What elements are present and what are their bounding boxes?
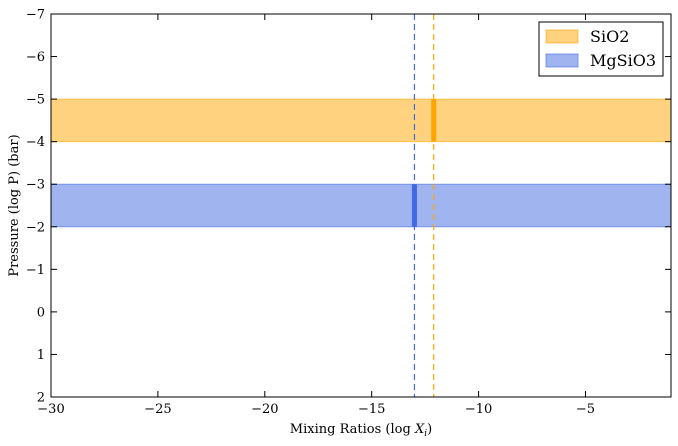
y-tick-label: 2 — [37, 391, 45, 406]
x-tick-label: −5 — [576, 402, 595, 417]
x-tick-label: −30 — [37, 402, 64, 417]
y-tick-label: −5 — [26, 93, 45, 108]
y-tick-label: −3 — [26, 178, 45, 193]
plot-frame — [50, 13, 672, 398]
legend-swatch-sio2 — [545, 29, 579, 44]
legend: SiO2 MgSiO3 — [538, 21, 664, 77]
x-axis-label: Mixing Ratios (log Xi) — [290, 422, 432, 439]
x-axis-label-text: Mixing Ratios (log — [290, 422, 415, 437]
x-axis-label-end: ) — [427, 422, 432, 437]
x-tick-label: −20 — [251, 402, 278, 417]
x-axis-label-var: X — [414, 422, 425, 437]
y-tick-label: −6 — [26, 50, 45, 65]
y-axis-label: Pressure (log P) (bar) — [7, 134, 22, 276]
y-tick-label: −1 — [26, 263, 45, 278]
legend-label-mgsio3: MgSiO3 — [590, 51, 656, 70]
lines-layer — [411, 14, 437, 397]
band-mgsio3 — [50, 183, 672, 228]
band-sio2 — [50, 98, 672, 143]
x-tick-label: −15 — [358, 402, 385, 417]
y-tick-label: −4 — [26, 135, 45, 150]
x-tick-label: −10 — [465, 402, 492, 417]
y-tick-label: 1 — [37, 348, 45, 363]
y-tick-label: 0 — [37, 305, 45, 320]
x-tick-label: −25 — [144, 402, 171, 417]
y-tick-label: −7 — [26, 8, 45, 23]
bands-layer — [50, 98, 672, 228]
legend-swatch-mgsio3 — [545, 53, 579, 68]
y-tick-label: −2 — [26, 220, 45, 235]
legend-label-sio2: SiO2 — [590, 27, 629, 46]
x-axis-label-sub: i — [424, 429, 427, 439]
